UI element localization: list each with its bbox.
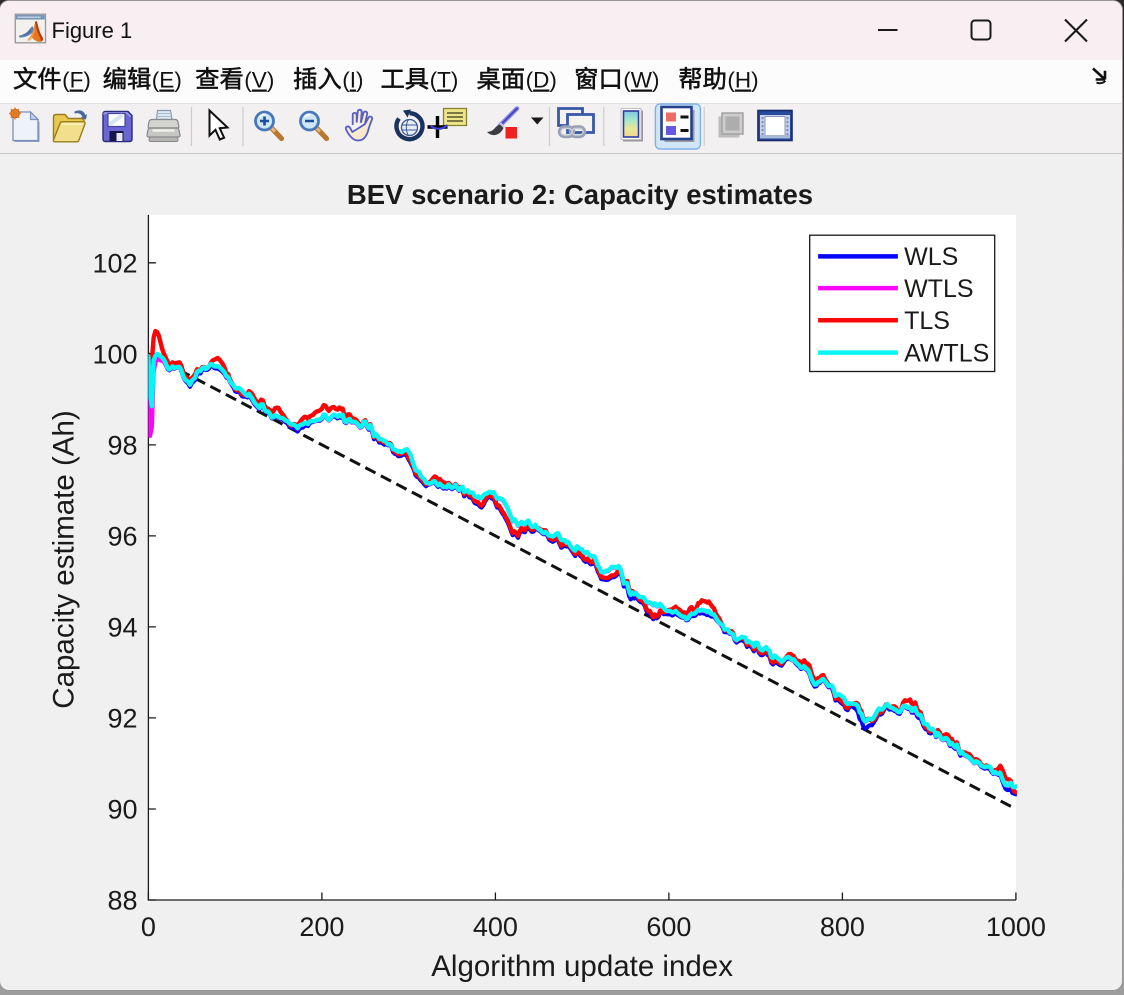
svg-text:1000: 1000: [986, 912, 1046, 942]
svg-text:(H): (H): [727, 68, 758, 93]
svg-text:(F): (F): [62, 68, 91, 93]
svg-text:TLS: TLS: [904, 307, 950, 335]
svg-text:600: 600: [646, 912, 691, 942]
svg-text:102: 102: [92, 248, 137, 278]
svg-text:(I): (I): [342, 68, 363, 93]
svg-text:BEV scenario 2: Capacity estim: BEV scenario 2: Capacity estimates: [347, 179, 813, 210]
svg-text:(E): (E): [152, 68, 182, 93]
svg-text:Figure 1: Figure 1: [52, 18, 133, 43]
svg-text:(T): (T): [430, 68, 459, 93]
svg-text:Algorithm update index: Algorithm update index: [431, 950, 733, 983]
svg-text:90: 90: [107, 795, 137, 825]
svg-text:WTLS: WTLS: [904, 275, 973, 303]
svg-text:92: 92: [107, 703, 137, 733]
svg-text:400: 400: [473, 912, 518, 942]
svg-text:100: 100: [92, 339, 137, 369]
svg-text:98: 98: [107, 430, 137, 460]
svg-text:Capacity estimate (Ah): Capacity estimate (Ah): [48, 410, 81, 708]
svg-text:800: 800: [820, 912, 865, 942]
svg-text:AWTLS: AWTLS: [904, 339, 989, 367]
svg-text:96: 96: [107, 521, 137, 551]
svg-text:WLS: WLS: [904, 243, 958, 271]
svg-text:200: 200: [299, 912, 344, 942]
svg-text:(D): (D): [526, 68, 557, 93]
svg-text:94: 94: [107, 612, 137, 642]
svg-text:0: 0: [141, 912, 156, 942]
svg-text:88: 88: [107, 886, 137, 916]
svg-text:(V): (V): [244, 68, 274, 93]
svg-text:(W): (W): [623, 68, 659, 93]
